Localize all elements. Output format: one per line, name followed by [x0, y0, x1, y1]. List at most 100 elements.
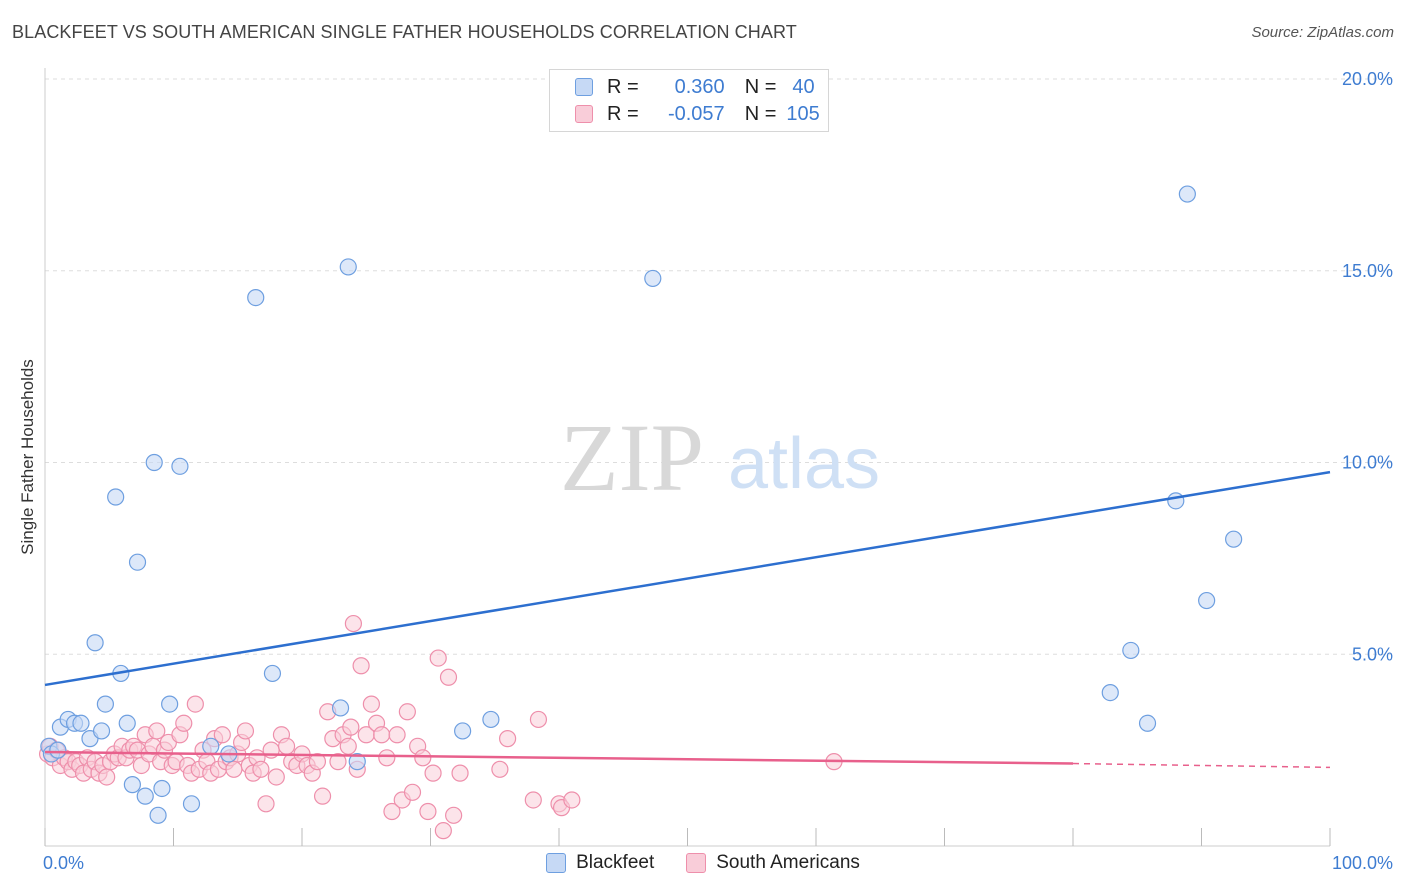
south-americans-point [424, 764, 442, 782]
blackfeet-point [331, 699, 350, 717]
blackfeet-point [1178, 185, 1196, 203]
south-americans-point [342, 718, 360, 736]
south-americans-point [98, 768, 116, 786]
south-americans-legend-label: South Americans [716, 852, 860, 873]
series-legend: Blackfeet South Americans [0, 852, 1406, 874]
south-americans-point [352, 657, 370, 675]
blackfeet-n-value: 40 [792, 75, 815, 98]
blackfeet-point [136, 787, 154, 805]
chart-title: BLACKFEET VS SOUTH AMERICAN SINGLE FATHE… [12, 22, 797, 42]
south-americans-point [257, 795, 275, 813]
r-label: R = [607, 75, 639, 98]
blackfeet-legend-swatch [546, 853, 567, 873]
south-americans-point [451, 764, 469, 782]
r-label: R = [607, 102, 639, 125]
blackfeet-trend-line [44, 470, 1331, 687]
blackfeet-point [1101, 683, 1119, 702]
south-americans-point [175, 714, 193, 732]
legend-row-south-americans: R = -0.057 N = 105 [575, 102, 820, 126]
blackfeet-point [1138, 714, 1157, 732]
south-americans-swatch [575, 105, 593, 123]
blackfeet-point [72, 714, 90, 732]
blackfeet-point [96, 695, 114, 713]
south-americans-point [308, 753, 327, 771]
south-americans-point [186, 695, 204, 713]
blackfeet-point [454, 722, 472, 740]
stats-legend: R = 0.360 N = 40 R = -0.057 N = 105 [549, 69, 829, 132]
blackfeet-swatch [575, 78, 593, 96]
south-americans-point [362, 695, 380, 713]
blackfeet-point [171, 457, 189, 475]
south-americans-point [378, 749, 396, 767]
south-americans-point [339, 737, 357, 755]
blackfeet-point [153, 779, 171, 798]
blackfeet-point [1225, 530, 1243, 548]
south-americans-trend-extension [1072, 762, 1331, 769]
y-axis-title: Single Father Households [18, 359, 37, 555]
south-americans-point [313, 787, 332, 805]
blackfeet-point [182, 795, 201, 813]
south-americans-point [252, 760, 270, 778]
n-label: N = [744, 102, 777, 125]
south-americans-point [236, 722, 255, 740]
blackfeet-point [644, 269, 662, 288]
south-americans-point [267, 768, 285, 786]
south-americans-point [563, 791, 581, 809]
source-label: Source: ZipAtlas.com [1251, 24, 1394, 41]
watermark-zip: ZIP [560, 404, 704, 511]
blackfeet-point [1167, 492, 1185, 510]
watermark-atlas: atlas [728, 424, 880, 504]
blackfeet-point [1198, 591, 1216, 610]
blackfeet-point [247, 288, 265, 307]
south-americans-point [344, 614, 362, 633]
blackfeet-r-value: 0.360 [674, 75, 725, 98]
x-tick-label: 0.0% [43, 853, 84, 873]
x-tick-label: 100.0% [1332, 853, 1393, 873]
blackfeet-point [128, 553, 147, 571]
south-americans-point [277, 737, 296, 755]
blackfeet-point [92, 722, 111, 740]
n-label: N = [744, 75, 777, 98]
y-tick-label: 10.0% [1342, 453, 1393, 473]
blackfeet-point [1122, 641, 1140, 660]
south-americans-point [499, 730, 517, 748]
blackfeet-point [202, 737, 220, 755]
legend-row-blackfeet: R = 0.360 N = 40 [575, 75, 815, 99]
south-americans-point [529, 710, 548, 729]
blackfeet-point [107, 488, 125, 506]
blackfeet-point [263, 664, 282, 683]
south-americans-point [445, 806, 463, 824]
south-americans-trend-line [44, 750, 1074, 765]
south-americans-point [225, 760, 243, 778]
south-americans-n-value: 105 [786, 102, 820, 125]
south-americans-point [148, 722, 166, 740]
y-tick-label: 5.0% [1352, 644, 1393, 664]
south-americans-point [414, 749, 432, 767]
blackfeet-point [86, 634, 104, 652]
south-americans-point [491, 760, 509, 778]
y-tick-label: 20.0% [1342, 69, 1393, 89]
blackfeet-point [118, 714, 136, 732]
blackfeet-point [145, 453, 163, 472]
south-americans-point [403, 783, 422, 801]
blackfeet-point [339, 258, 357, 276]
south-americans-point [213, 726, 231, 744]
legend-item-blackfeet[interactable]: Blackfeet [546, 852, 654, 874]
south-americans-point [388, 726, 406, 744]
south-americans-point [524, 791, 542, 809]
south-americans-r-value: -0.057 [667, 102, 725, 125]
blackfeet-point [348, 753, 366, 771]
south-americans-point [429, 649, 447, 667]
south-americans-point [398, 703, 416, 721]
blackfeet-legend-label: Blackfeet [576, 852, 655, 873]
south-americans-legend-swatch [686, 853, 707, 873]
south-americans-point [419, 802, 437, 821]
legend-item-south-americans[interactable]: South Americans [686, 852, 860, 874]
blackfeet-point [149, 806, 167, 824]
south-americans-point [434, 822, 452, 840]
blackfeet-point [123, 776, 141, 794]
blackfeet-point [161, 695, 179, 713]
south-americans-point [329, 753, 347, 771]
blackfeet-point [482, 710, 500, 729]
